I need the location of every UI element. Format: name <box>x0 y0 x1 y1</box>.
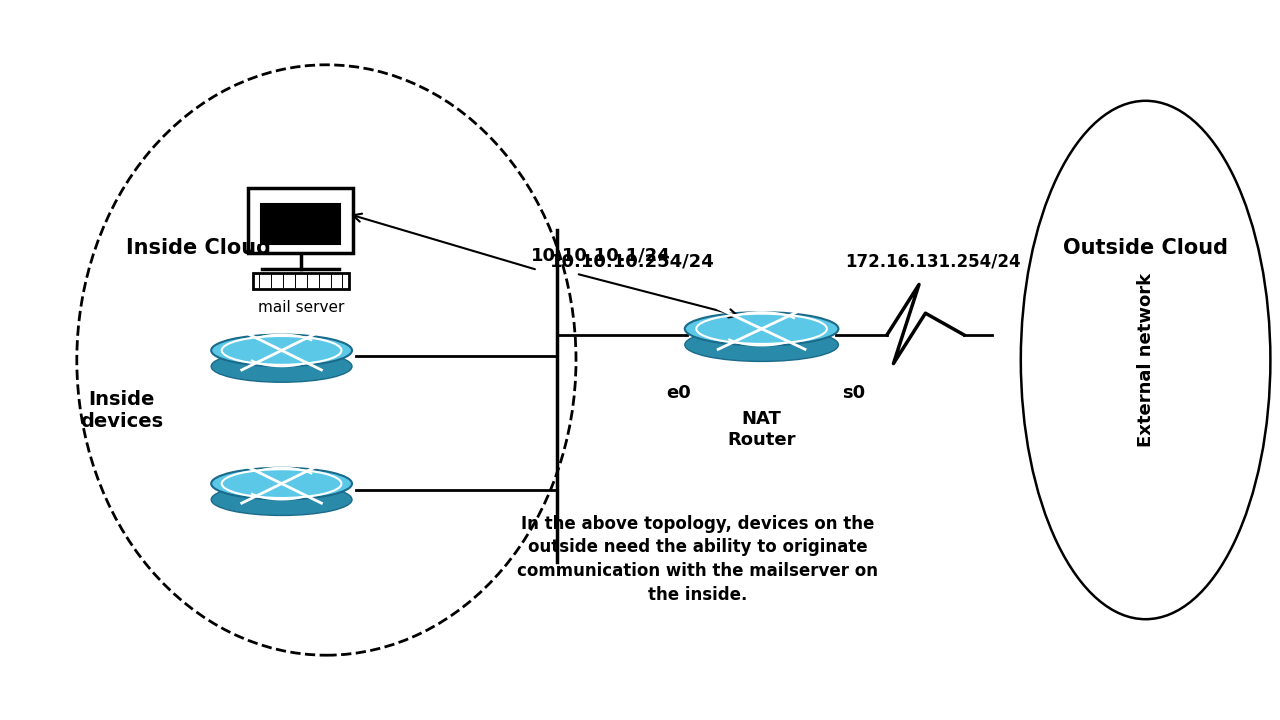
Text: 10.10.10.1/24: 10.10.10.1/24 <box>531 246 671 265</box>
Ellipse shape <box>685 312 838 346</box>
Text: s0: s0 <box>842 384 865 402</box>
Text: 10.10.10.254/24: 10.10.10.254/24 <box>550 252 716 270</box>
FancyBboxPatch shape <box>253 273 348 289</box>
FancyBboxPatch shape <box>261 204 340 244</box>
Text: 172.16.131.254/24: 172.16.131.254/24 <box>845 252 1020 270</box>
FancyBboxPatch shape <box>248 188 353 253</box>
Text: Inside
devices: Inside devices <box>81 390 163 431</box>
Text: In the above topology, devices on the
outside need the ability to originate
comm: In the above topology, devices on the ou… <box>517 515 878 603</box>
Text: External network: External network <box>1137 273 1155 447</box>
Ellipse shape <box>211 468 352 500</box>
Text: Inside Cloud: Inside Cloud <box>125 238 271 258</box>
Text: Outside Cloud: Outside Cloud <box>1064 238 1228 258</box>
FancyBboxPatch shape <box>257 197 344 244</box>
Text: e0: e0 <box>666 384 691 402</box>
Ellipse shape <box>211 335 352 366</box>
Ellipse shape <box>685 328 838 361</box>
Ellipse shape <box>211 484 352 516</box>
Text: mail server: mail server <box>257 300 344 315</box>
Ellipse shape <box>211 351 352 382</box>
Text: NAT
Router: NAT Router <box>727 410 796 449</box>
